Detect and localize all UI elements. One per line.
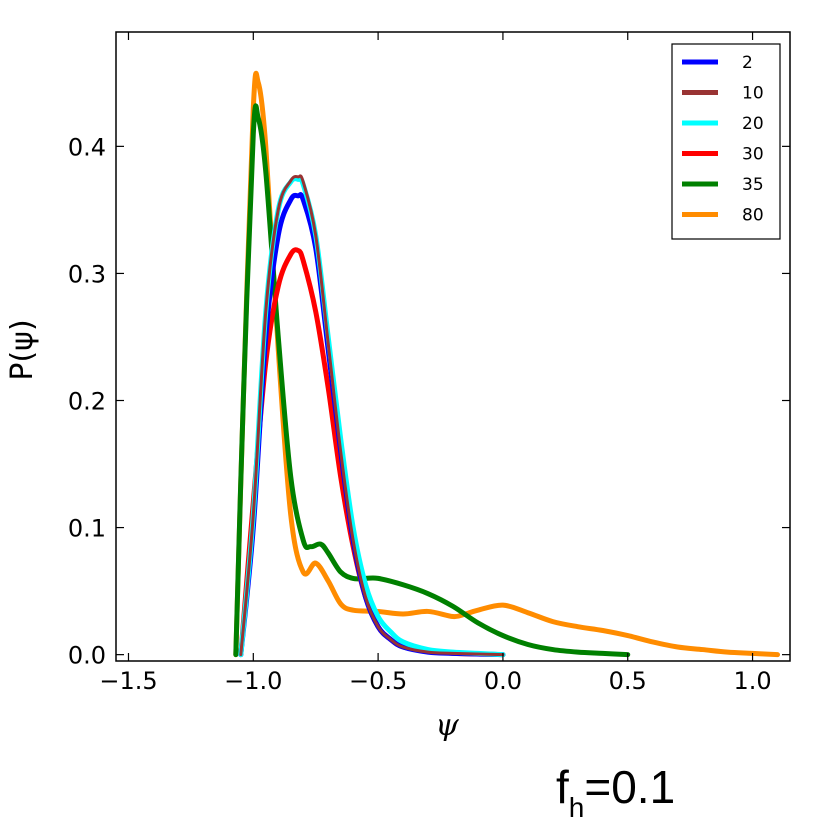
legend: 2 10 20 30 35 80: [671, 43, 781, 240]
annotation-value: =0.1: [584, 761, 676, 813]
legend-label-20: 20: [742, 114, 764, 134]
legend-label-2: 2: [742, 53, 753, 73]
series-line-35: [233, 103, 631, 658]
x-tick-label: −0.5: [349, 667, 407, 695]
y-tick-label: 0.2: [68, 388, 106, 416]
legend-label-35: 35: [742, 175, 764, 195]
series-line-20: [238, 176, 506, 658]
y-tick-label: 0.4: [68, 133, 106, 161]
x-tick-label: 0.5: [609, 667, 647, 695]
legend-label-80: 80: [742, 206, 764, 226]
x-tick-label: −1.0: [224, 667, 282, 695]
annotation-subscript: h: [568, 792, 585, 823]
plot-frame: [115, 31, 791, 662]
y-axis-label: P(ψ): [5, 319, 40, 380]
y-tick-label: 0.3: [68, 260, 106, 288]
series-line-2: [238, 192, 506, 658]
legend-label-10: 10: [742, 84, 764, 104]
x-tick-label: 0.0: [484, 667, 522, 695]
y-tick-label: 0.0: [68, 642, 106, 670]
x-tick-label: −1.5: [99, 667, 157, 695]
legend-box: [671, 43, 781, 240]
annotation-main: f: [556, 761, 569, 813]
x-axis-label: ψ: [435, 708, 459, 743]
parameter-annotation: fh=0.1: [556, 760, 676, 823]
series-line-30: [238, 247, 506, 658]
series-line-10: [239, 174, 505, 657]
legend-label-30: 30: [742, 145, 764, 165]
x-tick-label: 1.0: [733, 667, 771, 695]
series-line-80: [233, 70, 781, 658]
y-tick-label: 0.1: [68, 515, 106, 543]
